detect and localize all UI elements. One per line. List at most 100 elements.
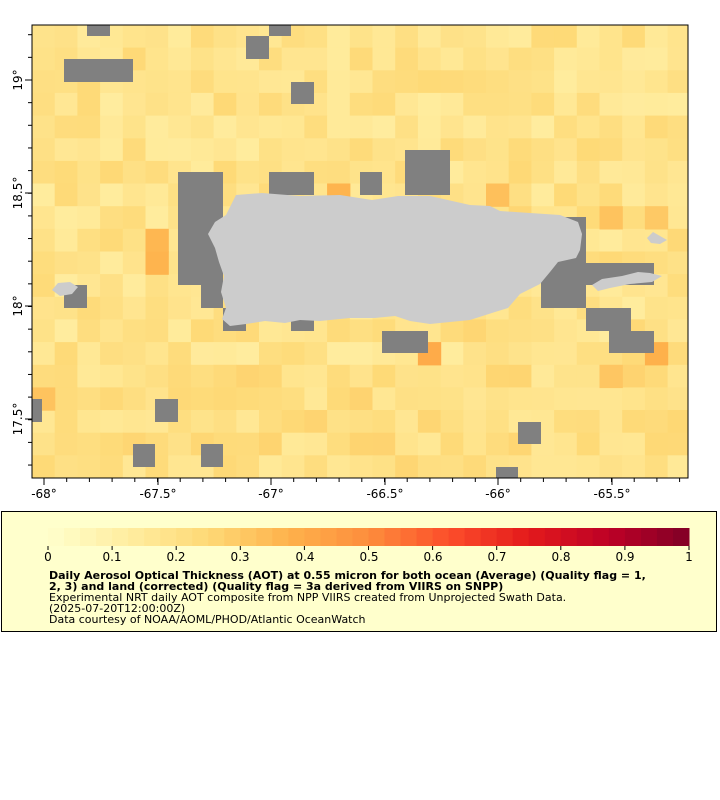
aot-cell: [100, 92, 124, 117]
aot-cell: [54, 387, 78, 411]
aot-cell: [667, 228, 688, 253]
aot-cell: [667, 432, 688, 456]
aot-cell: [145, 138, 169, 162]
aot-cell: [576, 70, 601, 94]
aot-cell: [576, 47, 601, 71]
aot-cell: [554, 47, 578, 71]
colorbar-swatch: [240, 528, 257, 546]
aot-cell: [190, 92, 215, 117]
caption-date: (2025-07-20T12:00:00Z): [49, 602, 186, 615]
aot-cell: [508, 92, 532, 117]
aot-cell: [304, 455, 328, 478]
aot-cell: [576, 160, 601, 185]
aot-cell: [77, 387, 101, 411]
aot-cell: [236, 455, 260, 478]
aot-cell: [554, 138, 578, 162]
aot-cell: [486, 160, 510, 185]
aot-cell: [667, 342, 688, 366]
aot-cell: [32, 183, 56, 207]
aot-cell: [599, 387, 623, 411]
aot-cell: [281, 387, 305, 411]
aot-cell: [508, 342, 532, 366]
aot-cell: [349, 387, 374, 411]
aot-cell: [54, 251, 78, 275]
colorbar-swatch: [464, 528, 482, 546]
aot-cell: [236, 364, 260, 389]
aot-cell: [486, 115, 510, 139]
aot-cell: [32, 47, 56, 71]
aot-cell: [417, 47, 442, 71]
aot-cell: [599, 47, 623, 71]
aot-cell: [54, 364, 78, 389]
aot-cell: [463, 160, 487, 185]
aot-cell: [531, 115, 555, 139]
aot-cell: [213, 387, 237, 411]
aot-cell: [508, 160, 532, 185]
aot-cell: [304, 432, 328, 456]
aot-cell: [145, 251, 169, 275]
aot-cell: [281, 342, 305, 366]
aot-cell: [54, 342, 78, 366]
aot-cell: [644, 138, 669, 162]
colorbar-swatch: [256, 528, 273, 546]
aot-cell: [213, 47, 237, 71]
aot-cell: [213, 25, 237, 49]
aot-cell: [122, 387, 147, 411]
aot-cell: [304, 342, 328, 366]
aot-cell: [349, 47, 374, 71]
aot-cell: [32, 432, 56, 456]
aot-cell: [190, 47, 215, 71]
aot-cell: [440, 115, 464, 139]
aot-cell: [54, 410, 78, 434]
aot-cell: [281, 364, 305, 389]
aot-cell: [667, 115, 688, 139]
aot-cell: [122, 206, 147, 230]
aot-cell: [667, 387, 688, 411]
aot-cell: [32, 319, 56, 343]
aot-cell: [463, 410, 487, 434]
aot-cell: [145, 70, 169, 94]
aot-cell: [599, 364, 623, 389]
aot-cell: [576, 25, 601, 49]
aot-cell: [440, 47, 464, 71]
aot-cell: [327, 115, 351, 139]
aot-cell: [77, 183, 101, 207]
colorbar-swatch: [144, 528, 161, 546]
aot-cell: [213, 70, 237, 94]
aot-cell: [486, 364, 510, 389]
aot-cell: [168, 115, 192, 139]
colorbar-swatch: [640, 528, 658, 546]
aot-cell: [667, 92, 688, 117]
aot-cell: [304, 25, 328, 49]
colorbar-tick-label: 0.2: [166, 550, 185, 564]
latitude-axis: 19° 18.5° 18° 17.5°: [11, 69, 32, 435]
aot-cell: [644, 410, 669, 434]
aot-cell: [213, 92, 237, 117]
colorbar-tick-label: 0.3: [230, 550, 249, 564]
aot-cell: [644, 432, 669, 456]
aot-cell: [576, 115, 601, 139]
aot-cell: [644, 47, 669, 71]
aot-cell: [622, 455, 646, 478]
legend-panel: 0 0.1 0.2 0.3 0.4 0.5 0.6 0.7 0.8 0.9 1 …: [1, 511, 717, 632]
aot-cell: [122, 228, 147, 253]
colorbar-tick-label: 0.4: [295, 550, 314, 564]
colorbar-swatch: [224, 528, 241, 546]
aot-cell: [281, 455, 305, 478]
aot-cell: [259, 92, 283, 117]
aot-cell: [349, 138, 374, 162]
aot-cell: [644, 364, 669, 389]
aot-cell: [599, 115, 623, 139]
aot-cell: [190, 138, 215, 162]
aot-cell: [599, 70, 623, 94]
aot-cell: [54, 115, 78, 139]
aot-cell: [145, 342, 169, 366]
aot-cell: [77, 251, 101, 275]
aot-cell: [304, 387, 328, 411]
aot-cell: [236, 160, 260, 185]
aot-cell: [576, 410, 601, 434]
aot-cell: [372, 387, 396, 411]
aot-cell: [304, 115, 328, 139]
aot-cell: [440, 92, 464, 117]
aot-cell: [667, 410, 688, 434]
